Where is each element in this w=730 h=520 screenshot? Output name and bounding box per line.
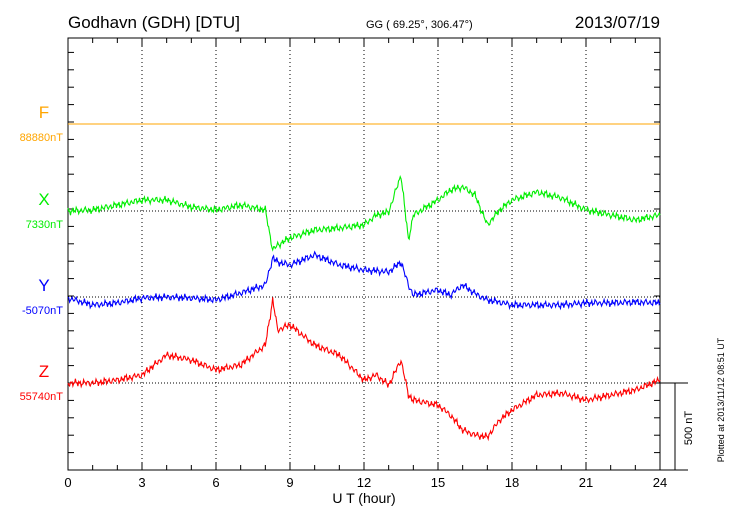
x-axis-label: U T (hour) [332, 490, 395, 506]
x-tick-label: 6 [212, 475, 219, 490]
x-tick-label: 21 [579, 475, 593, 490]
x-tick-label: 0 [64, 475, 71, 490]
scale-bar-label: 500 nT [683, 411, 695, 446]
plot-date: 2013/07/19 [575, 13, 660, 32]
x-tick-label: 9 [286, 475, 293, 490]
x-tick-label: 18 [505, 475, 519, 490]
station-title: Godhavn (GDH) [DTU] [68, 13, 240, 32]
series-name-z: Z [39, 362, 49, 381]
x-tick-label: 3 [138, 475, 145, 490]
station-coords: GG ( 69.25°, 306.47°) [366, 19, 473, 31]
series-baseline-x: 7330nT [26, 219, 64, 231]
series-name-f: F [39, 103, 49, 122]
series-baseline-f: 88880nT [20, 132, 64, 144]
x-tick-label: 12 [357, 475, 371, 490]
x-tick-label: 15 [431, 475, 445, 490]
series-name-y: Y [38, 276, 49, 295]
plotted-at: Plotted at 2013/11/12 08:51 UT [716, 337, 726, 462]
series-line-z [67, 297, 661, 442]
series-line-y [67, 250, 661, 311]
x-tick-label: 24 [653, 475, 667, 490]
series-name-x: X [38, 190, 49, 209]
series-baseline-z: 55740nT [20, 391, 64, 403]
series-baseline-y: -5070nT [22, 305, 63, 317]
series-line-x [67, 175, 661, 252]
